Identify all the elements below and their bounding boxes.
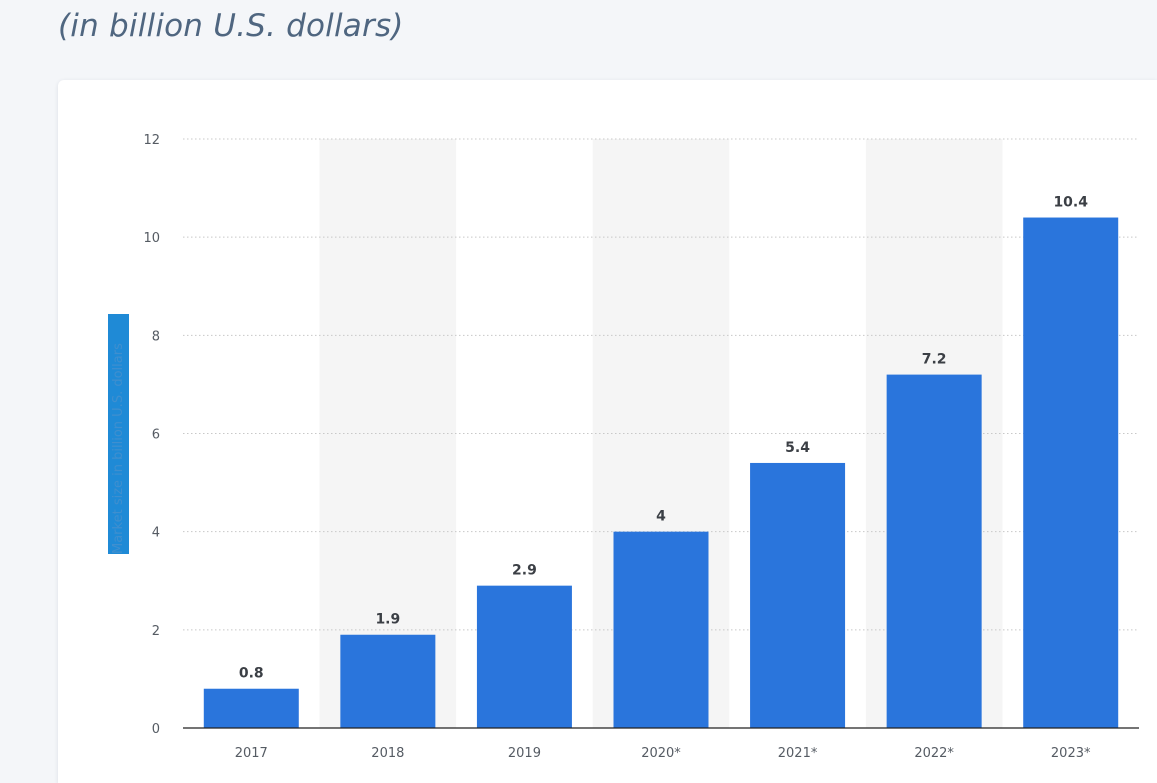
bar-value-label: 4 <box>656 509 666 525</box>
y-axis-title: Market size in billion U.S. dollars <box>111 343 126 554</box>
x-tick-label: 2017 <box>235 746 268 761</box>
x-tick-label: 2018 <box>371 746 404 761</box>
bar-value-label: 0.8 <box>239 666 264 682</box>
y-tick-label: 6 <box>152 428 160 443</box>
bar <box>340 634 436 728</box>
bar-value-label: 2.9 <box>512 563 537 579</box>
chart-subtitle: (in billion U.S. dollars) <box>58 8 404 44</box>
x-tick-label: 2022* <box>914 746 954 761</box>
y-tick-label: 0 <box>152 722 160 737</box>
x-tick-label: 2020* <box>641 746 681 761</box>
bar-value-label: 5.4 <box>785 440 810 456</box>
bar <box>886 374 982 728</box>
x-tick-label: 2023* <box>1051 746 1091 761</box>
bar <box>750 462 846 728</box>
y-tick-label: 8 <box>152 329 160 344</box>
x-tick-label: 2019 <box>508 746 541 761</box>
y-axis-title-box: Market size in billion U.S. dollars <box>108 314 129 554</box>
y-tick-label: 12 <box>143 133 160 148</box>
bar-value-label: 7.2 <box>922 352 947 368</box>
bar <box>203 688 299 728</box>
bar-value-label: 1.9 <box>375 612 400 628</box>
x-tick-label: 2021* <box>778 746 818 761</box>
y-tick-label: 4 <box>152 526 160 541</box>
bar <box>476 585 572 728</box>
bar <box>1023 217 1119 729</box>
y-tick-label: 2 <box>152 624 160 639</box>
bar <box>613 531 709 728</box>
y-tick-label: 10 <box>143 231 160 246</box>
bar-value-label: 10.4 <box>1053 195 1088 211</box>
